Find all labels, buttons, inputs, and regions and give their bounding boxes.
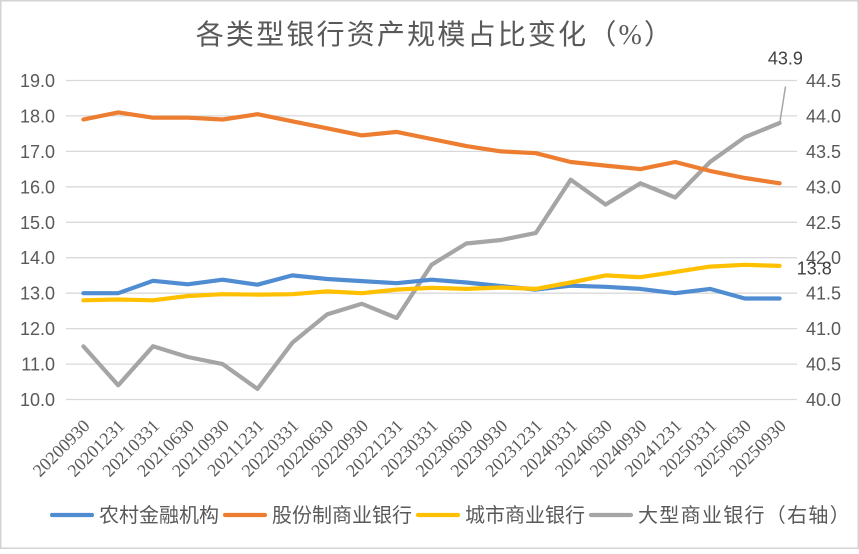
svg-text:44.5: 44.5 xyxy=(806,71,841,91)
svg-text:40.0: 40.0 xyxy=(806,390,841,410)
svg-text:42.0: 42.0 xyxy=(806,248,841,268)
svg-text:各类型银行资产规模占比变化（%）: 各类型银行资产规模占比变化（%） xyxy=(196,19,675,51)
svg-text:43.9: 43.9 xyxy=(768,48,803,68)
svg-text:10.0: 10.0 xyxy=(20,390,55,410)
svg-text:43.5: 43.5 xyxy=(806,142,841,162)
svg-text:13.0: 13.0 xyxy=(20,284,55,304)
svg-text:41.5: 41.5 xyxy=(806,284,841,304)
svg-text:41.0: 41.0 xyxy=(806,319,841,339)
svg-text:大型商业银行（右轴）: 大型商业银行（右轴） xyxy=(638,504,851,527)
svg-text:15.0: 15.0 xyxy=(20,213,55,233)
svg-text:19.0: 19.0 xyxy=(20,71,55,91)
svg-text:43.0: 43.0 xyxy=(806,177,841,197)
svg-text:11.0: 11.0 xyxy=(21,355,55,375)
svg-text:14.0: 14.0 xyxy=(20,248,55,268)
svg-text:18.0: 18.0 xyxy=(20,106,55,126)
svg-text:16.0: 16.0 xyxy=(20,177,55,197)
svg-text:13.8: 13.8 xyxy=(797,258,832,278)
svg-text:17.0: 17.0 xyxy=(20,142,55,162)
svg-text:44.0: 44.0 xyxy=(806,106,841,126)
svg-text:12.0: 12.0 xyxy=(20,319,55,339)
svg-text:42.5: 42.5 xyxy=(806,213,841,233)
svg-text:40.5: 40.5 xyxy=(806,355,841,375)
svg-text:城市商业银行: 城市商业银行 xyxy=(465,504,585,527)
svg-text:股份制商业银行: 股份制商业银行 xyxy=(272,504,412,527)
svg-text:农村金融机构: 农村金融机构 xyxy=(99,504,219,527)
